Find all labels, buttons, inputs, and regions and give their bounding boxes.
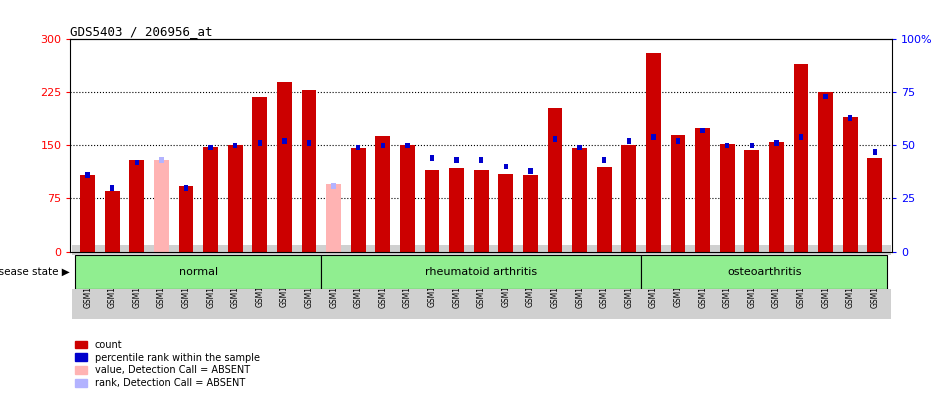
Bar bbox=[872, 149, 877, 154]
Bar bbox=[676, 138, 680, 144]
Bar bbox=[430, 155, 434, 161]
Bar bbox=[499, 174, 514, 252]
Bar bbox=[695, 128, 710, 252]
Text: GDS5403 / 206956_at: GDS5403 / 206956_at bbox=[70, 25, 213, 38]
Bar bbox=[793, 64, 808, 252]
Bar bbox=[577, 145, 582, 151]
Bar bbox=[376, 136, 391, 252]
Text: normal: normal bbox=[178, 267, 218, 277]
Bar bbox=[208, 145, 213, 151]
Bar bbox=[646, 53, 661, 252]
Bar bbox=[257, 140, 262, 146]
Bar bbox=[253, 97, 268, 252]
Bar bbox=[775, 140, 778, 146]
Bar bbox=[283, 138, 286, 144]
Bar bbox=[725, 143, 730, 148]
Bar bbox=[670, 135, 685, 252]
Bar bbox=[474, 170, 488, 252]
Text: rheumatoid arthritis: rheumatoid arthritis bbox=[425, 267, 537, 277]
Bar bbox=[75, 255, 321, 289]
Bar bbox=[622, 145, 637, 252]
Bar bbox=[233, 143, 238, 148]
Bar bbox=[80, 175, 95, 252]
Bar bbox=[626, 138, 631, 144]
Bar bbox=[307, 140, 311, 146]
Bar bbox=[843, 117, 857, 252]
Bar bbox=[824, 94, 828, 99]
Bar bbox=[85, 172, 90, 178]
Bar bbox=[449, 168, 464, 252]
Bar bbox=[848, 115, 853, 121]
Bar bbox=[700, 128, 705, 133]
Text: osteoarthritis: osteoarthritis bbox=[727, 267, 801, 277]
Bar bbox=[351, 147, 365, 252]
Bar bbox=[356, 145, 361, 151]
Bar bbox=[424, 170, 439, 252]
Bar bbox=[749, 143, 754, 148]
Bar bbox=[479, 158, 484, 163]
Bar bbox=[154, 160, 169, 252]
Legend: count, percentile rank within the sample, value, Detection Call = ABSENT, rank, : count, percentile rank within the sample… bbox=[75, 340, 260, 388]
Bar bbox=[818, 92, 833, 252]
Bar bbox=[597, 167, 611, 252]
Bar bbox=[380, 143, 385, 148]
Bar bbox=[769, 142, 784, 252]
Bar bbox=[602, 158, 607, 163]
Bar bbox=[523, 175, 538, 252]
Bar bbox=[178, 186, 193, 252]
Bar bbox=[331, 183, 336, 189]
Bar bbox=[110, 185, 115, 191]
Bar bbox=[184, 185, 188, 191]
Bar bbox=[745, 151, 760, 252]
Bar bbox=[321, 255, 641, 289]
Bar bbox=[160, 158, 163, 163]
Bar bbox=[503, 164, 508, 169]
Bar bbox=[572, 147, 587, 252]
Bar bbox=[553, 136, 557, 142]
Bar bbox=[105, 191, 119, 252]
Bar bbox=[326, 184, 341, 252]
Bar bbox=[228, 145, 242, 252]
Bar bbox=[134, 160, 139, 165]
Bar bbox=[454, 158, 459, 163]
Bar bbox=[868, 158, 883, 252]
Bar bbox=[529, 168, 532, 174]
Bar bbox=[641, 255, 887, 289]
Bar bbox=[406, 143, 409, 148]
Bar bbox=[799, 134, 803, 140]
Bar bbox=[720, 144, 734, 252]
Bar bbox=[277, 82, 292, 252]
Bar bbox=[203, 147, 218, 252]
Bar bbox=[400, 145, 415, 252]
Bar bbox=[130, 160, 145, 252]
Bar bbox=[547, 108, 562, 252]
Bar bbox=[301, 90, 316, 252]
Bar bbox=[652, 134, 655, 140]
Text: disease state ▶: disease state ▶ bbox=[0, 267, 69, 277]
